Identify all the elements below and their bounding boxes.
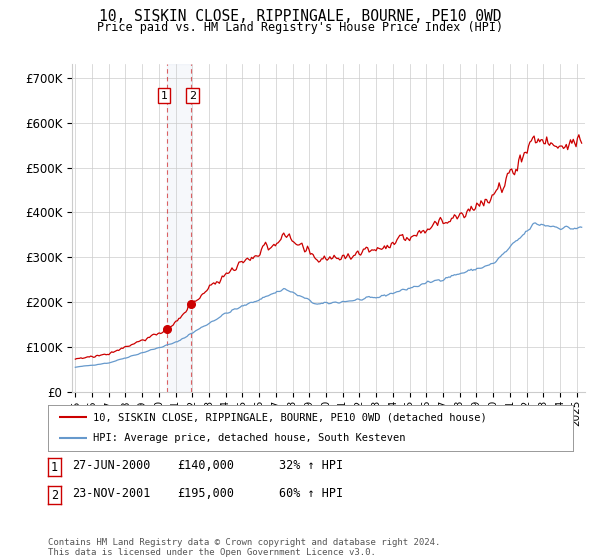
- Text: 23-NOV-2001: 23-NOV-2001: [72, 487, 151, 501]
- Text: 2: 2: [51, 488, 58, 502]
- Text: £140,000: £140,000: [177, 459, 234, 473]
- Text: 32% ↑ HPI: 32% ↑ HPI: [279, 459, 343, 473]
- Text: 1: 1: [51, 460, 58, 474]
- Text: Contains HM Land Registry data © Crown copyright and database right 2024.
This d: Contains HM Land Registry data © Crown c…: [48, 538, 440, 557]
- Text: Price paid vs. HM Land Registry's House Price Index (HPI): Price paid vs. HM Land Registry's House …: [97, 21, 503, 34]
- Bar: [167, 64, 191, 392]
- Text: 1: 1: [161, 91, 167, 101]
- Text: £195,000: £195,000: [177, 487, 234, 501]
- Text: 60% ↑ HPI: 60% ↑ HPI: [279, 487, 343, 501]
- Text: 27-JUN-2000: 27-JUN-2000: [72, 459, 151, 473]
- Text: 2: 2: [189, 91, 196, 101]
- Text: 10, SISKIN CLOSE, RIPPINGALE, BOURNE, PE10 0WD: 10, SISKIN CLOSE, RIPPINGALE, BOURNE, PE…: [99, 9, 501, 24]
- Text: HPI: Average price, detached house, South Kesteven: HPI: Average price, detached house, Sout…: [92, 433, 405, 444]
- Text: 10, SISKIN CLOSE, RIPPINGALE, BOURNE, PE10 0WD (detached house): 10, SISKIN CLOSE, RIPPINGALE, BOURNE, PE…: [92, 412, 487, 422]
